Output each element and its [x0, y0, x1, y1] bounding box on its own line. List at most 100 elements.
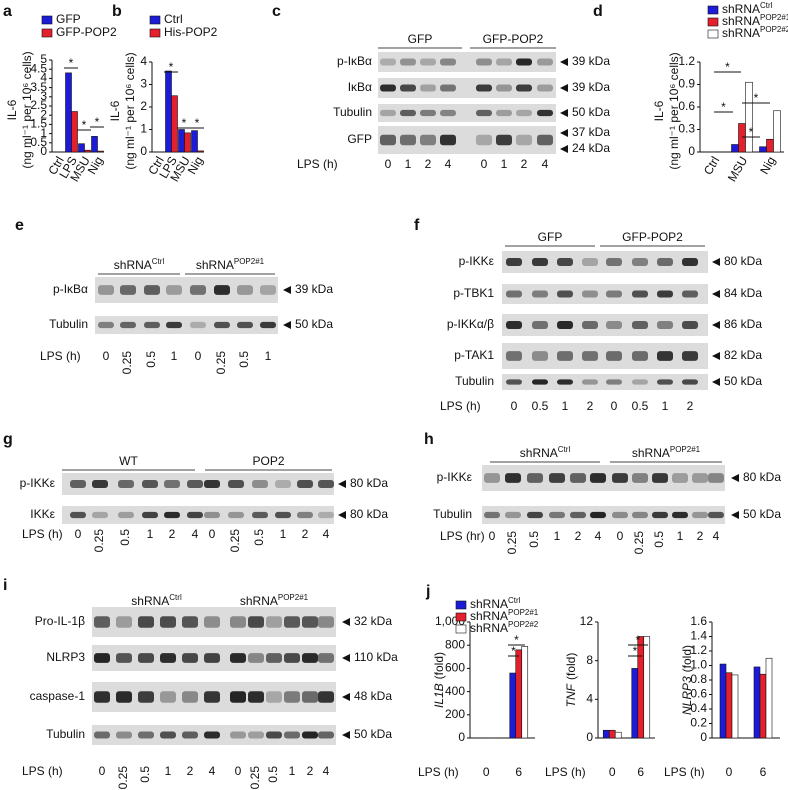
- band: [606, 379, 622, 385]
- band: [476, 84, 492, 92]
- band: [166, 285, 182, 295]
- band: [380, 134, 396, 146]
- legend-label-sup: Ctrl: [760, 1, 773, 10]
- row-label: p-IκBα: [53, 282, 88, 296]
- legend-swatch: [707, 17, 719, 27]
- band: [160, 731, 176, 739]
- band: [506, 321, 522, 329]
- y-tick-label: 1: [40, 126, 47, 140]
- blot-strip: [378, 104, 556, 122]
- blot-strip: [378, 78, 556, 98]
- band: [506, 379, 522, 385]
- group-label-base: shRNA: [520, 446, 558, 460]
- x-tick-label: Ctrl: [701, 154, 722, 177]
- y-tick-label: 400: [445, 684, 465, 698]
- lane-label: 1: [289, 764, 296, 778]
- kda-label: 50 kDa: [354, 727, 392, 741]
- band: [532, 351, 548, 361]
- kda-label: 80 kDa: [743, 470, 781, 484]
- band: [682, 290, 698, 298]
- bar: [738, 123, 746, 153]
- band: [138, 731, 154, 739]
- x-tick-label: 6: [515, 765, 522, 779]
- band: [537, 134, 553, 146]
- legend-label-sup: POP2#2: [508, 620, 539, 629]
- band: [98, 321, 114, 329]
- band: [228, 480, 244, 488]
- lane-label: 0: [611, 399, 618, 413]
- group-label-base: GFP-POP2: [622, 230, 683, 244]
- group-label: shRNAPOP2#1: [240, 593, 309, 609]
- band: [318, 511, 334, 519]
- band: [237, 285, 253, 295]
- lane-label: 0: [235, 764, 242, 778]
- y-axis-unit: (fold): [680, 645, 694, 672]
- band: [190, 321, 206, 329]
- band: [204, 691, 220, 703]
- y-axis-unit: (fold): [432, 652, 446, 679]
- band: [476, 58, 492, 66]
- lane-label: 4: [542, 157, 549, 171]
- legend-label-base: GFP-POP2: [56, 25, 117, 39]
- bar: [91, 136, 98, 153]
- band: [496, 134, 512, 146]
- lane-label: 1: [662, 399, 669, 413]
- band: [606, 351, 622, 361]
- legend-label-base: shRNA: [722, 14, 760, 28]
- panel-letter: d: [593, 3, 603, 20]
- band: [166, 321, 182, 329]
- band: [252, 480, 268, 488]
- x-tick-label: 6: [760, 765, 767, 779]
- lane-label: 0: [209, 527, 216, 541]
- lane-label: 1: [280, 527, 287, 541]
- x-axis-label: LPS (h): [22, 527, 63, 541]
- band: [582, 290, 598, 298]
- band: [516, 109, 532, 117]
- x-tick-label: Nig: [85, 154, 106, 177]
- kda-label: 39 kDa: [572, 80, 610, 94]
- legend-swatch: [149, 28, 161, 38]
- band: [557, 321, 573, 329]
- bar: [759, 146, 767, 153]
- band: [116, 616, 132, 628]
- group-label: POP2: [252, 454, 284, 468]
- marker-arrow: [560, 58, 568, 66]
- band: [484, 511, 500, 519]
- y-axis-label: NLRP3 (fold): [680, 645, 694, 715]
- bar: [725, 672, 733, 739]
- band: [118, 480, 134, 488]
- x-tick-label: 0: [483, 765, 490, 779]
- band: [182, 691, 198, 703]
- band: [204, 511, 220, 519]
- band: [275, 480, 291, 488]
- bar: [97, 150, 104, 153]
- significance-star: *: [169, 60, 174, 74]
- y-tick-label: 1.2: [678, 54, 695, 68]
- bar: [765, 657, 773, 739]
- legend-label-base: shRNA: [470, 597, 508, 611]
- y-tick-label: 4: [140, 54, 147, 68]
- x-axis-label: LPS (h): [40, 349, 81, 363]
- band: [400, 84, 416, 92]
- y-tick-label: 3: [140, 77, 147, 91]
- band: [476, 109, 492, 117]
- band: [266, 691, 282, 703]
- group-label: shRNAPOP2#1: [196, 257, 265, 273]
- lane-label: 0.25: [92, 529, 106, 553]
- group-label-sup: Ctrl: [169, 593, 182, 602]
- row-label: IκBα: [348, 80, 372, 94]
- bar: [637, 636, 645, 739]
- y-tick-label: 8: [586, 653, 593, 667]
- band: [142, 480, 158, 488]
- band: [266, 731, 282, 739]
- lane-label: 2: [169, 527, 176, 541]
- band: [302, 691, 318, 703]
- y-tick-label: 1.2: [690, 643, 707, 657]
- blot-strip: [378, 52, 556, 72]
- band: [506, 351, 522, 361]
- band: [657, 379, 673, 385]
- band: [516, 134, 532, 146]
- band: [204, 480, 220, 488]
- y-tick-label: 200: [445, 707, 465, 721]
- band: [380, 84, 396, 92]
